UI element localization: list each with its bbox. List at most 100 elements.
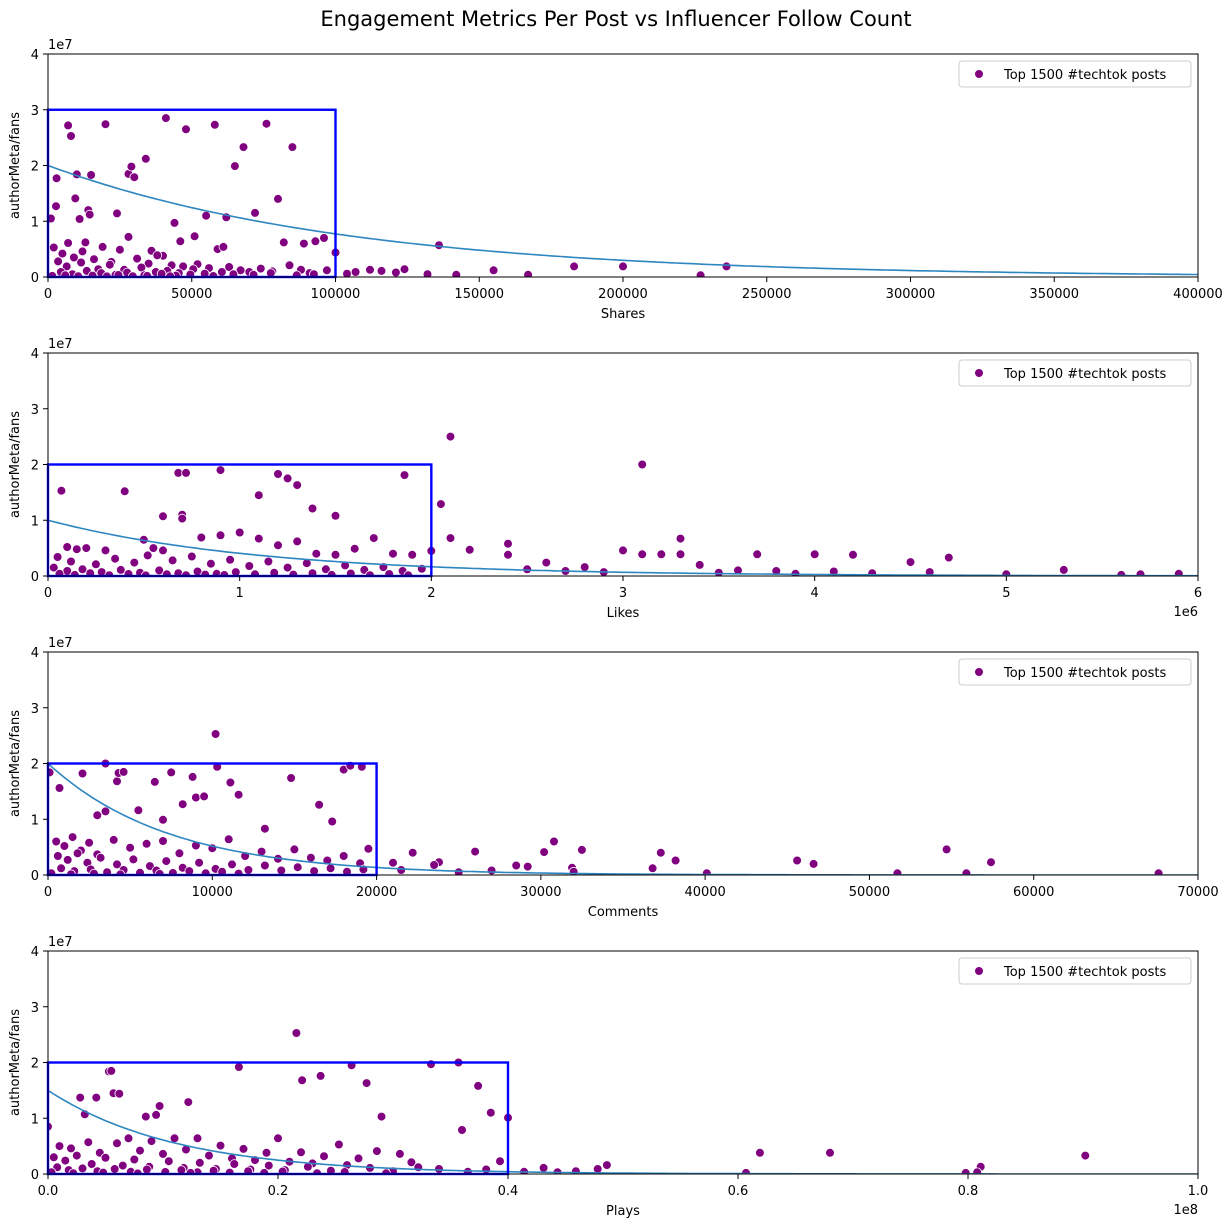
data-point (231, 567, 241, 576)
data-point (327, 816, 338, 827)
data-point (66, 556, 76, 567)
x-offset-label: 1e8 (1173, 1203, 1198, 1218)
x-tick-label: 100000 (311, 287, 361, 302)
scatter-series (48, 729, 1164, 875)
data-point (376, 1111, 387, 1122)
data-point (261, 118, 272, 129)
data-point (250, 208, 260, 218)
data-point (289, 844, 300, 855)
data-point (250, 569, 260, 576)
data-point (260, 860, 270, 871)
data-point (48, 242, 59, 253)
data-point (436, 499, 446, 509)
data-point (792, 855, 802, 866)
data-point (141, 154, 151, 164)
data-point (102, 867, 112, 875)
data-point (269, 567, 279, 576)
data-point (84, 209, 95, 220)
data-point (183, 1097, 194, 1107)
data-point (326, 1165, 336, 1174)
data-point (406, 1157, 417, 1168)
y-tick-label: 3 (31, 1001, 39, 1016)
data-point (150, 777, 160, 787)
y-tick-label: 2 (31, 758, 39, 773)
y-tick-label: 2 (31, 160, 39, 175)
data-point (391, 267, 401, 277)
data-point (83, 1137, 94, 1147)
data-point (808, 859, 819, 869)
x-axis-label: Likes (607, 606, 640, 621)
data-point (142, 1164, 152, 1174)
data-point (123, 569, 134, 576)
data-point (192, 1133, 203, 1144)
data-point (154, 565, 165, 576)
data-point (1135, 569, 1146, 576)
data-point (100, 1153, 111, 1163)
legend-label: Top 1500 #techtok posts (1003, 367, 1166, 382)
scatter-series (48, 1028, 1091, 1174)
data-point (178, 261, 188, 272)
data-point (338, 851, 349, 861)
data-point (56, 485, 67, 496)
data-point (158, 836, 168, 846)
data-point (523, 270, 533, 277)
data-point (473, 1081, 483, 1091)
data-point (158, 814, 168, 825)
data-point (1080, 1150, 1091, 1161)
data-point (299, 238, 309, 249)
data-point (941, 844, 952, 855)
data-point (89, 254, 99, 265)
data-point (655, 847, 666, 858)
subplot-container: 0 50000 100000 150000 200000 250000 300000 3500… (8, 38, 1223, 1219)
data-point (388, 548, 398, 559)
data-point (407, 549, 418, 560)
x-tick-label: 0.0 (38, 1184, 59, 1199)
x-tick-label: 350000 (1029, 287, 1079, 302)
x-tick-label: 200000 (598, 287, 648, 302)
data-point (287, 142, 298, 152)
data-point (292, 536, 303, 547)
data-point (158, 1149, 168, 1159)
data-point (112, 208, 122, 219)
y-tick-label: 3 (31, 702, 39, 717)
data-point (349, 543, 360, 554)
data-point (307, 503, 318, 514)
data-point (330, 549, 341, 560)
data-point (263, 1160, 274, 1171)
data-point (384, 569, 394, 576)
data-point (960, 1168, 971, 1174)
data-point (116, 565, 126, 575)
data-point (59, 841, 70, 851)
data-point (319, 233, 329, 243)
data-point (185, 269, 196, 277)
data-point (200, 569, 210, 576)
data-point (129, 1154, 140, 1165)
data-point (253, 533, 264, 544)
fit-curve (48, 519, 1198, 576)
data-point (755, 1148, 765, 1158)
data-point (376, 266, 387, 276)
data-point (924, 567, 935, 576)
y-tick-label: 0 (31, 1168, 39, 1183)
x-axis-label: Plays (606, 1204, 640, 1219)
data-point (361, 1078, 372, 1088)
data-point (238, 142, 249, 152)
legend-marker (974, 966, 984, 976)
data-point (905, 557, 916, 567)
y-tick-label: 1 (31, 215, 39, 230)
data-point (656, 549, 667, 560)
legend: Top 1500 #techtok posts (958, 658, 1192, 686)
data-point (76, 257, 86, 268)
data-point (407, 847, 418, 858)
y-tick-label: 1 (31, 1112, 39, 1127)
legend-box (958, 957, 1192, 985)
data-point (541, 557, 552, 568)
data-point (273, 1133, 283, 1144)
data-point (123, 232, 134, 242)
data-point (286, 773, 296, 783)
data-point (243, 1166, 253, 1174)
x-tick-label: 0.4 (498, 1184, 519, 1199)
data-point (210, 120, 220, 130)
data-point (217, 866, 227, 875)
data-point (112, 776, 122, 787)
